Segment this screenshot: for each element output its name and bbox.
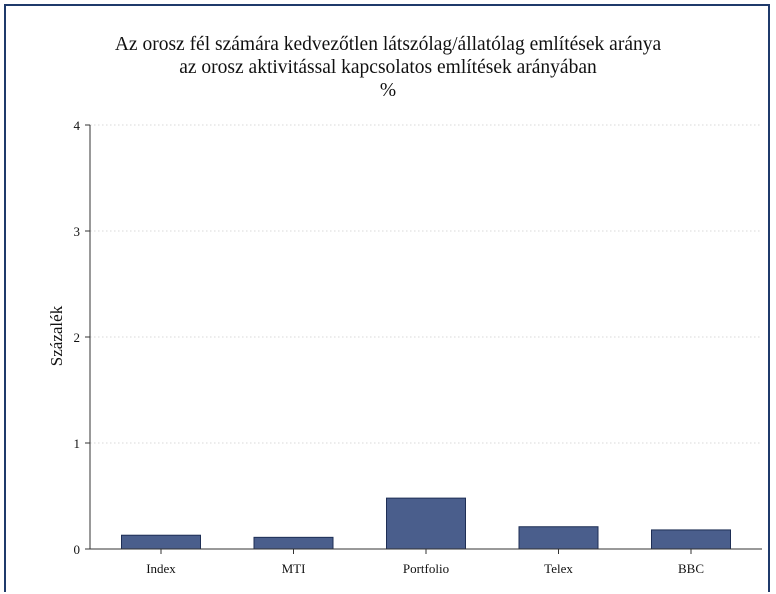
x-tick-label-telex: Telex: [544, 561, 573, 576]
chart-title-line-2: az orosz aktivitással kapcsolatos említé…: [179, 57, 597, 78]
x-tick-label-portfolio: Portfolio: [403, 561, 449, 576]
y-tick-label-1: 1: [74, 436, 81, 451]
bar-index: [121, 534, 201, 550]
x-tick-label-bbc: BBC: [678, 561, 704, 576]
tick-labels: 0 1 2 3 4 Index MTI Portfolio Telex BBC: [74, 118, 705, 576]
y-tick-label-4: 4: [74, 118, 81, 133]
bars: [121, 497, 731, 550]
bar-bbc: [651, 529, 731, 550]
chart-frame: [4, 4, 770, 592]
chart-title-line-3: %: [379, 80, 397, 101]
y-axis-label: Százalék: [47, 305, 66, 366]
bar-mti: [253, 536, 334, 550]
chart-title-line-1: Az orosz fél számára kedvezőtlen látszól…: [114, 34, 662, 55]
x-tick-label-index: Index: [146, 561, 176, 576]
y-tick-label-2: 2: [74, 330, 81, 345]
y-tick-label-3: 3: [74, 224, 81, 239]
bar-portfolio: [386, 497, 466, 550]
grid-lines: [90, 124, 762, 444]
bar-telex: [518, 526, 599, 550]
y-tick-label-0: 0: [74, 542, 81, 557]
x-tick-label-mti: MTI: [282, 561, 306, 576]
